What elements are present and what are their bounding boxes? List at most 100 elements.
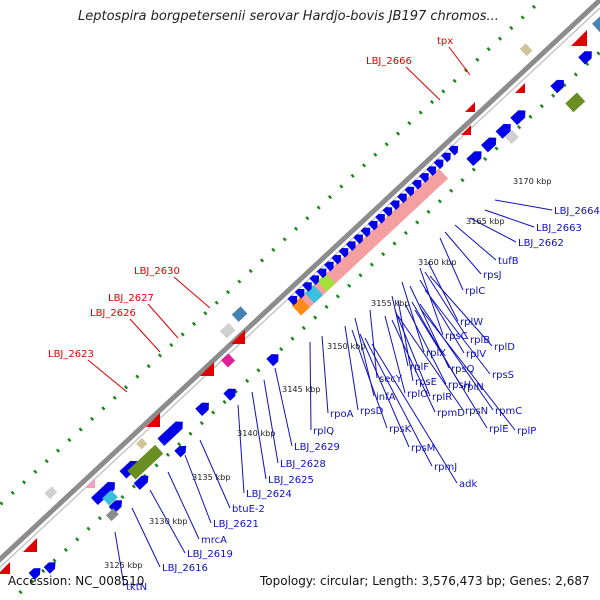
leader-line bbox=[419, 307, 516, 431]
green-tick bbox=[282, 237, 287, 242]
green-tick bbox=[188, 431, 193, 436]
scale-label-s3150: 3150 kbp bbox=[327, 341, 366, 351]
blue-label-rplc: rplC bbox=[465, 286, 485, 297]
feature-pink-triangle bbox=[85, 478, 95, 488]
cds-arrow bbox=[294, 288, 305, 299]
scale-labels: 3125 kbp 3130 kbp 3135 kbp 3140 kbp 3145 kbp… bbox=[104, 176, 552, 570]
leader-line bbox=[309, 341, 312, 431]
feature-red-triangle bbox=[461, 125, 471, 135]
cds-arrow bbox=[91, 482, 115, 506]
cds-arrow bbox=[133, 475, 149, 490]
leader-line bbox=[419, 303, 494, 411]
cds-arrow bbox=[174, 445, 187, 458]
green-tick bbox=[123, 385, 129, 390]
leader-line bbox=[419, 267, 444, 336]
blue-label-rpsh: rpsH bbox=[448, 380, 471, 391]
green-tick bbox=[407, 120, 412, 126]
feature-olive bbox=[127, 444, 164, 480]
green-tick bbox=[327, 194, 333, 200]
leader-line bbox=[429, 275, 493, 347]
green-tick bbox=[347, 283, 352, 288]
green-tick bbox=[494, 146, 499, 151]
leader-line bbox=[448, 46, 471, 76]
leader-line bbox=[369, 309, 378, 379]
leader-lines bbox=[87, 46, 553, 587]
green-tick bbox=[369, 262, 374, 267]
feature-lightgray bbox=[504, 129, 519, 145]
cds-arrow bbox=[441, 152, 451, 163]
feature-steelblue bbox=[231, 306, 248, 322]
green-tick bbox=[539, 104, 544, 109]
green-tick bbox=[86, 526, 91, 531]
green-tick bbox=[191, 321, 197, 326]
blue-label-secy: secY bbox=[379, 374, 403, 385]
blue-label-rplx: rplX bbox=[426, 348, 446, 359]
green-tick bbox=[449, 188, 454, 193]
leader-line bbox=[344, 325, 359, 411]
green-tick bbox=[426, 209, 431, 214]
blue-label-rpsd: rpsD bbox=[360, 406, 384, 417]
cds-arrow bbox=[419, 173, 429, 183]
green-tick bbox=[452, 78, 457, 83]
feature-red-triangle bbox=[465, 102, 475, 112]
green-tick bbox=[214, 300, 219, 305]
scale-label-s3130: 3130 kbp bbox=[149, 516, 188, 526]
leader-line bbox=[149, 489, 186, 554]
green-tick bbox=[18, 590, 23, 595]
leader-line bbox=[173, 276, 211, 309]
blue-label-lbj2616: LBJ_2616 bbox=[162, 563, 208, 574]
green-tick bbox=[75, 537, 80, 542]
green-tick bbox=[256, 368, 261, 373]
green-tick bbox=[517, 125, 522, 130]
accession-label: Accession: NC_008510 bbox=[8, 574, 145, 588]
blue-label-lbj2621: LBJ_2621 bbox=[213, 519, 259, 530]
blue-label-rplv: rplV bbox=[466, 349, 486, 360]
cds-arrow bbox=[266, 354, 279, 367]
leader-line bbox=[444, 231, 482, 275]
blue-label-rplw: rplW bbox=[460, 317, 483, 328]
green-tick bbox=[520, 15, 525, 20]
red-label-lbj2630: LBJ_2630 bbox=[134, 266, 180, 277]
scale-label-s3140: 3140 kbp bbox=[237, 428, 276, 438]
backbone-line bbox=[0, 0, 600, 563]
leader-line bbox=[424, 289, 491, 375]
green-tick bbox=[154, 463, 159, 468]
green-tick bbox=[67, 437, 72, 443]
red-label-lbj2627: LBJ_2627 bbox=[108, 293, 154, 304]
green-tick bbox=[596, 51, 600, 56]
green-tick bbox=[180, 332, 185, 337]
cds-arrow bbox=[28, 568, 41, 580]
blue-label-lbj2628: LBJ_2628 bbox=[280, 459, 326, 470]
green-tick bbox=[211, 410, 216, 415]
feature-green bbox=[317, 273, 336, 292]
cds-arrow bbox=[157, 421, 183, 446]
green-tick bbox=[301, 325, 306, 331]
feature-olive bbox=[565, 92, 586, 113]
green-tick bbox=[497, 36, 503, 41]
green-tick bbox=[441, 89, 446, 94]
feature-lightgray bbox=[44, 486, 58, 500]
green-tick bbox=[279, 347, 284, 352]
red-label-lbj2626: LBJ_2626 bbox=[90, 308, 136, 319]
leader-line bbox=[454, 224, 497, 261]
green-tick bbox=[55, 448, 61, 453]
green-tick bbox=[339, 184, 344, 189]
leader-line bbox=[384, 315, 406, 394]
scale-label-s3155: 3155 kbp bbox=[371, 298, 410, 308]
cds-arrow bbox=[448, 145, 459, 156]
scale-label-s3160: 3160 kbp bbox=[418, 257, 457, 267]
cds-arrow bbox=[382, 207, 393, 217]
green-tick bbox=[573, 72, 578, 77]
green-tick bbox=[237, 279, 242, 284]
green-tick bbox=[483, 156, 488, 162]
green-tick bbox=[146, 363, 151, 369]
green-tick bbox=[44, 459, 49, 464]
blue-label-rpsm: rpsM bbox=[411, 443, 435, 454]
green-tick bbox=[97, 516, 102, 521]
genome-summary: Topology: circular; Length: 3,576,473 bp… bbox=[260, 574, 590, 588]
cds-arrow bbox=[397, 193, 407, 204]
green-tick bbox=[131, 484, 136, 489]
blue-label-rpmj: rpmJ bbox=[434, 462, 457, 473]
blue-label-lbj2625: LBJ_2625 bbox=[268, 475, 314, 486]
